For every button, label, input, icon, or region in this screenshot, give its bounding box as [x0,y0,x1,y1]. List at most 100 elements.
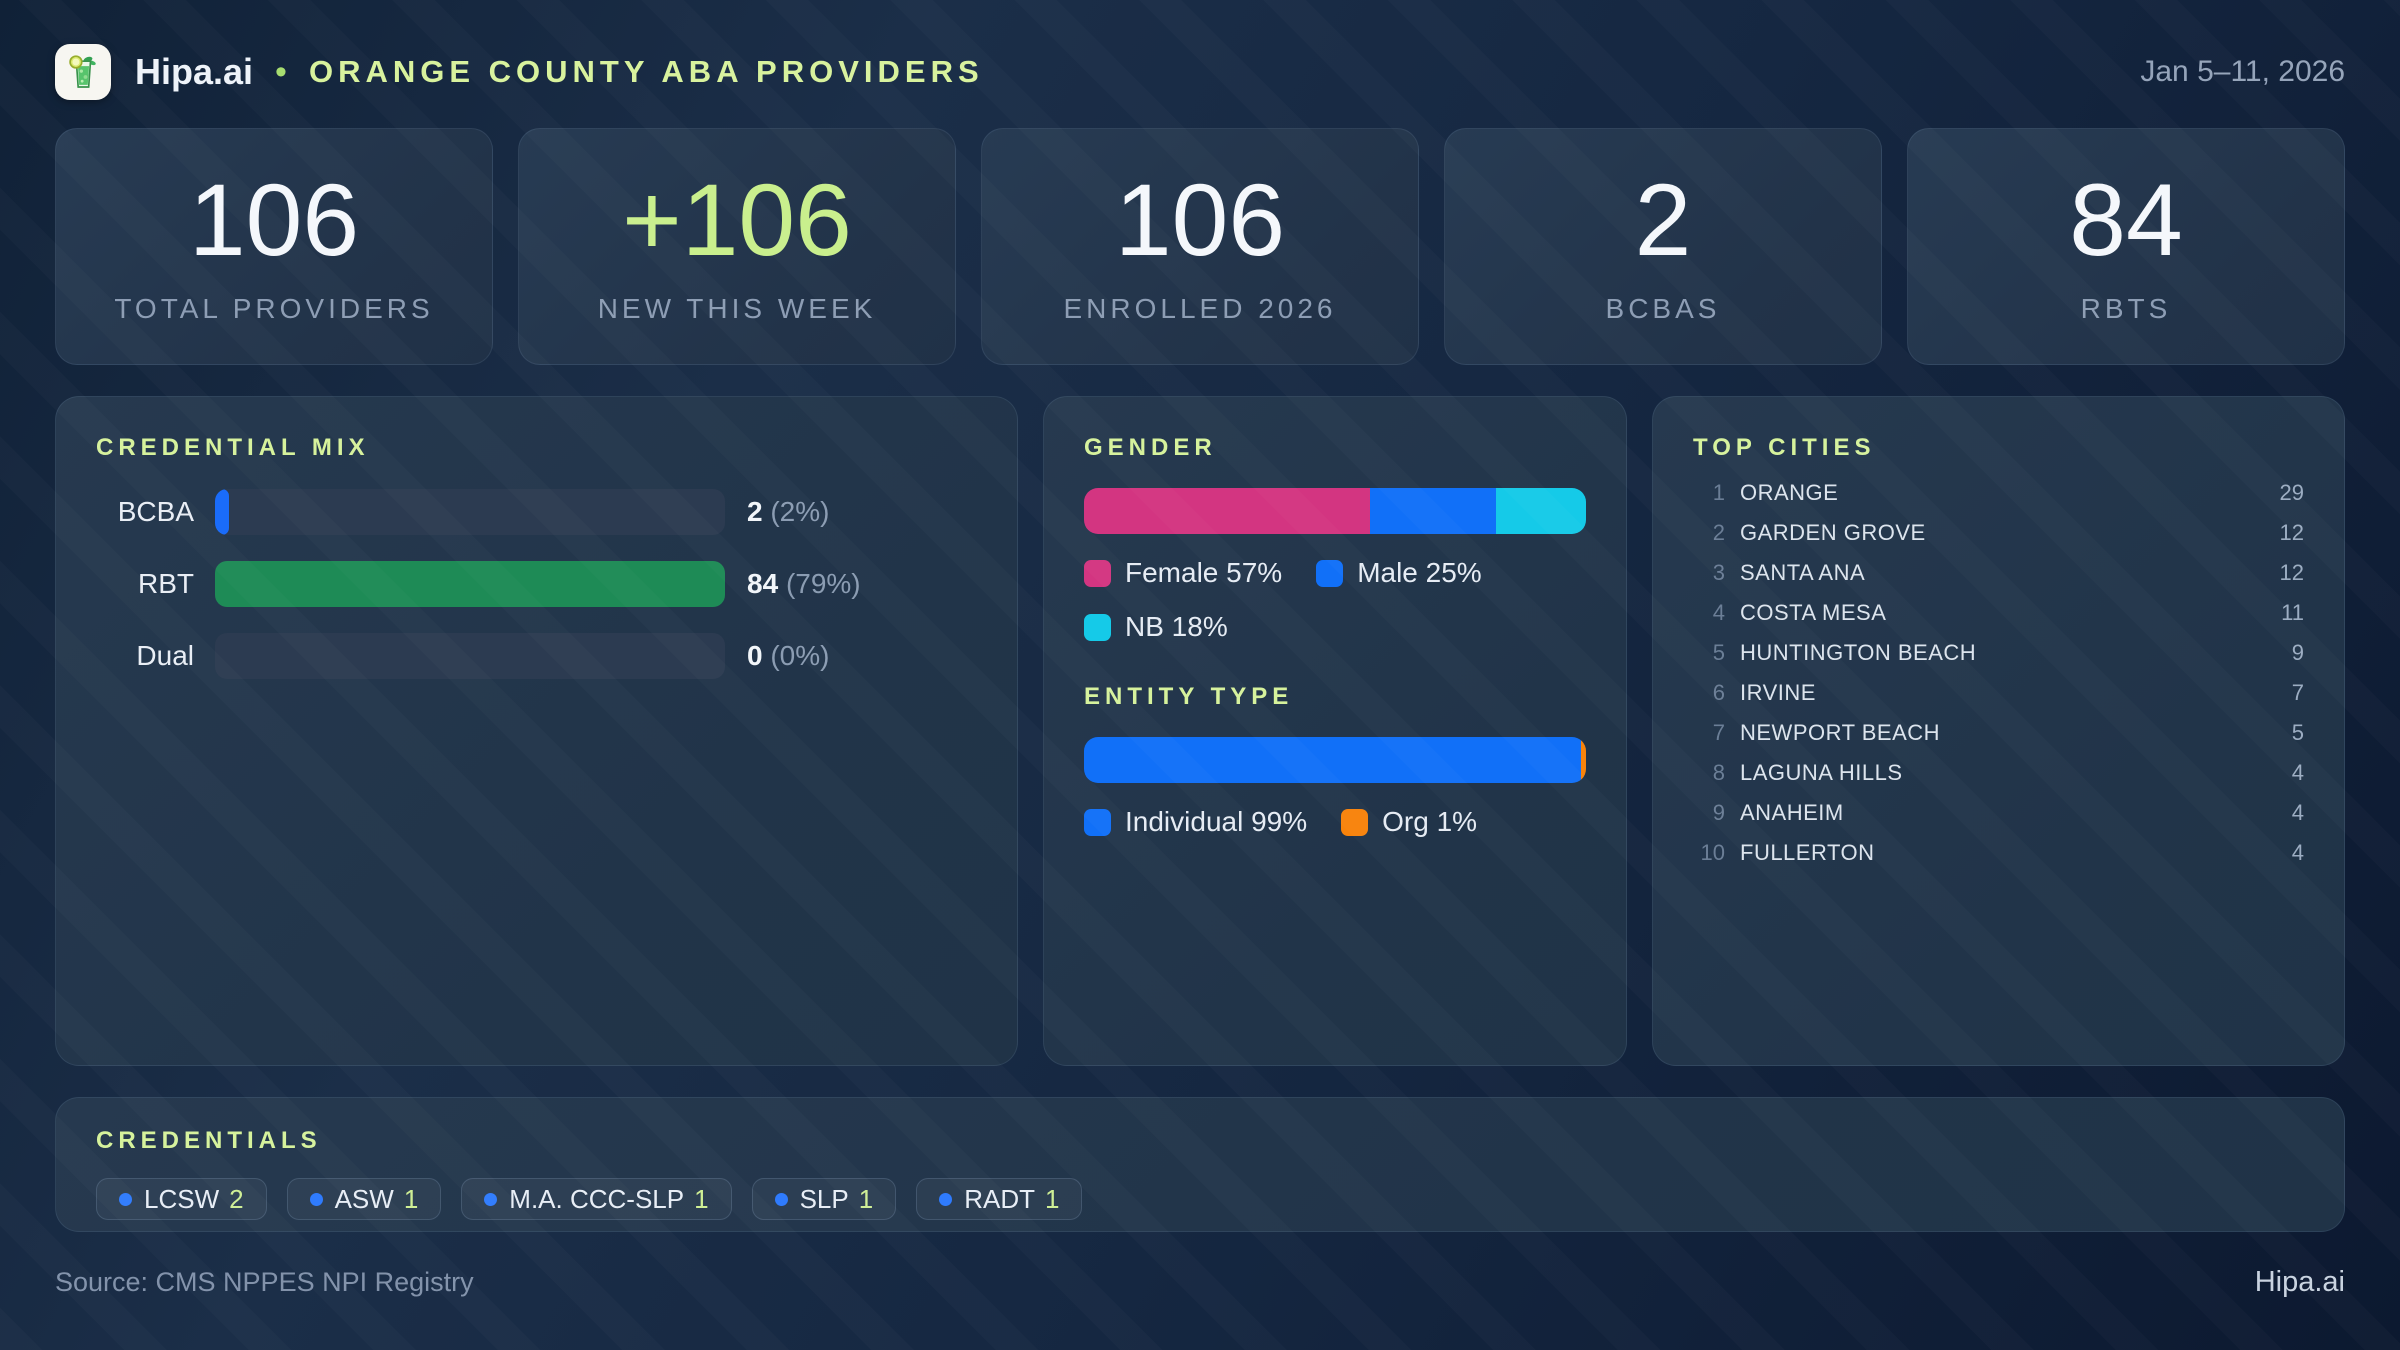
title-separator-dot: • [275,52,287,91]
bar-track [215,633,725,679]
city-name: FULLERTON [1740,840,1875,865]
city-count: 4 [2291,760,2304,785]
legend-label: Male 25% [1357,557,1482,588]
gender-title: GENDER [1084,434,1217,461]
city-count: 11 [2281,600,2304,625]
city-count: 4 [2291,800,2304,825]
legend-swatch-icon [1316,559,1344,587]
city-count: 4 [2291,840,2304,865]
badge-count: 1 [1044,1183,1060,1214]
legend-swatch-icon [1341,808,1369,836]
stat-value: 84 [2069,162,2183,277]
city-name: NEWPORT BEACH [1740,720,1941,745]
page-title: ORANGE COUNTY ABA PROVIDERS [308,54,984,89]
bar-fill [215,489,229,535]
stat-label: BCBAS [1605,292,1721,324]
credential-mix-rows: BCBA 2 (2%) RBT 84 (79%) Dual 0 (0%) [96,489,977,679]
stat-value: 106 [1114,162,1286,277]
dot-icon [119,1192,132,1206]
credential-badge: SLP 1 [751,1178,897,1220]
source-note: Source: CMS NPPES NPI Registry [55,1267,474,1297]
table-row: 5 HUNTINGTON BEACH 9 [1693,633,2304,673]
city-count: 5 [2291,720,2304,745]
credential-bar-row: Dual 0 (0%) [96,633,977,679]
credential-badge: LCSW 2 [96,1178,267,1220]
city-rank: 10 [1700,840,1725,865]
bar-count: 84 [747,568,779,599]
stat-value: 106 [188,162,360,277]
table-row: 4 COSTA MESA 11 [1693,593,2304,633]
credential-mix-title: CREDENTIAL MIX [96,434,370,461]
city-rank: 4 [1712,600,1725,625]
gender-legend: Female 57% Male 25% NB 18% [1084,557,1586,643]
table-row: 7 NEWPORT BEACH 5 [1693,713,2304,753]
gender-legend-nb: NB 18% [1084,611,1228,643]
city-count: 29 [2279,480,2304,505]
credential-bar-row: BCBA 2 (2%) [96,489,977,535]
stats-row: 106 TOTAL PROVIDERS +106 NEW THIS WEEK 106 EN… [55,128,2345,365]
entity-type-stacked-bar [1084,737,1586,783]
app-logo [55,44,111,100]
entity-legend-individual: Individual 99% [1084,806,1307,838]
badge-label: RADT [964,1183,1035,1214]
credentials-title: CREDENTIALS [96,1127,322,1154]
entity-legend-org: Org 1% [1341,806,1477,838]
table-row: 9 ANAHEIM 4 [1693,793,2304,833]
legend-swatch-icon [1084,613,1111,641]
badge-count: 1 [694,1183,709,1214]
header: Hipa.ai • ORANGE COUNTY ABA PROVIDERS Ja… [55,44,2345,100]
gender-segment-female [1084,488,1371,534]
main-panels: CREDENTIAL MIX BCBA 2 (2%) RBT 84 (79%) Dual… [55,396,2345,1066]
bar-track [215,561,725,607]
city-count: 7 [2291,680,2304,705]
stat-label: NEW THIS WEEK [597,292,877,324]
table-row: 8 LAGUNA HILLS 4 [1693,753,2304,793]
stat-label: RBTS [2080,292,2172,324]
credentials-panel: CREDENTIALS LCSW 2 ASW 1 M.A. CCC-SLP 1 SLP 1 RA… [55,1097,2345,1232]
bar-count: 0 [747,640,763,671]
stat-label: ENROLLED 2026 [1063,292,1337,324]
dot-icon [309,1192,323,1206]
city-rank: 2 [1712,520,1725,545]
badge-label: LCSW [144,1183,220,1214]
bar-count: 2 [747,496,763,527]
stat-card: 106 TOTAL PROVIDERS [55,128,493,365]
footer-brand: Hipa.ai [2254,1266,2345,1298]
gender-legend-female: Female 57% [1084,557,1282,589]
city-name: SANTA ANA [1740,560,1866,585]
credential-bar-row: RBT 84 (79%) [96,561,977,607]
bar-value: 84 (79%) [747,568,861,600]
badge-count: 2 [229,1183,244,1214]
gender-legend-male: Male 25% [1316,557,1482,589]
entity-legend-row: Individual 99% Org 1% [1084,806,1586,838]
city-rank: 6 [1712,680,1725,705]
badge-count: 1 [403,1183,419,1214]
brand-name: Hipa.ai [135,51,254,92]
city-rank: 5 [1712,640,1725,665]
city-rank: 9 [1712,800,1725,825]
city-name: HUNTINGTON BEACH [1740,640,1977,665]
city-name: ORANGE [1740,480,1839,505]
city-count: 12 [2279,560,2304,585]
table-row: 10 FULLERTON 4 [1693,833,2304,873]
city-name: GARDEN GROVE [1740,520,1926,545]
gender-segment-nb [1495,488,1586,534]
legend-label: Org 1% [1382,806,1478,837]
gender-entity-panel: GENDER Female 57% Male 25% NB 18% ENTITY T… [1043,396,1627,1066]
stat-card: 106 ENROLLED 2026 [981,128,1419,365]
dot-icon [484,1192,498,1206]
date-range: Jan 5–11, 2026 [2140,55,2345,88]
top-cities-title: TOP CITIES [1693,434,1876,461]
credential-badge: M.A. CCC-SLP 1 [461,1178,732,1220]
legend-swatch-icon [1084,808,1111,836]
entity-type-legend: Individual 99% Org 1% [1084,806,1586,838]
bar-fill [215,561,725,607]
city-name: LAGUNA HILLS [1740,760,1903,785]
gender-legend-row: Female 57% Male 25% [1084,557,1586,589]
city-name: ANAHEIM [1740,800,1844,825]
credential-label: Dual [136,640,194,671]
badge-label: ASW [334,1183,394,1214]
stat-card: 2 BCBAS [1444,128,1882,365]
city-name: IRVINE [1740,680,1816,705]
